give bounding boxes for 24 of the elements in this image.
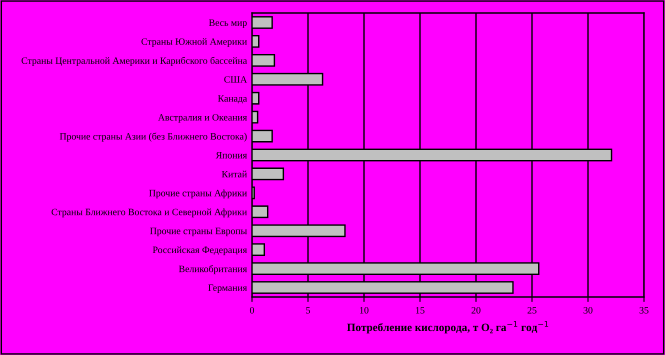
x-axis-title: Потребление кислорода, т O₂ га$^{−1}$ год$^{−1}$ <box>347 321 548 334</box>
y-tick-label: Китай <box>222 170 247 178</box>
y-tick-label: Прочие страны Азии (без Ближнего Востока) <box>60 132 247 142</box>
y-tick-label: Прочие страны Африки <box>149 189 247 198</box>
y-tick-label: Австралия и Океания <box>158 114 247 123</box>
y-tick-label: Страны Южной Америки <box>141 38 247 47</box>
x-tick-label: 20 <box>472 307 480 314</box>
y-tick-label: Страны Центральной Америки и Карибского бассейна <box>22 56 247 66</box>
x-tick-label: 30 <box>584 307 592 314</box>
y-tick-label: Российская Федерация <box>152 246 247 256</box>
y-tick-label: Великобритания <box>178 265 247 274</box>
x-tick-label: 35 <box>640 307 648 314</box>
y-tick-label: Весь мир <box>208 19 247 28</box>
x-tick-label: 0 <box>250 307 254 314</box>
y-tick-label: Канада <box>218 95 248 104</box>
x-tick-label: 5 <box>306 307 310 314</box>
x-tick-label: 25 <box>528 307 536 314</box>
x-tick-label: 10 <box>360 307 368 314</box>
y-tick-label: Япония <box>216 152 247 158</box>
y-tick-label: Страны Ближнего Востока и Северной Африки <box>52 208 247 218</box>
y-tick-label: США <box>224 76 248 83</box>
y-tick-label: Германия <box>208 284 247 293</box>
y-tick-label: Прочие страны Европы <box>150 228 247 236</box>
x-tick-label: 15 <box>416 307 424 314</box>
